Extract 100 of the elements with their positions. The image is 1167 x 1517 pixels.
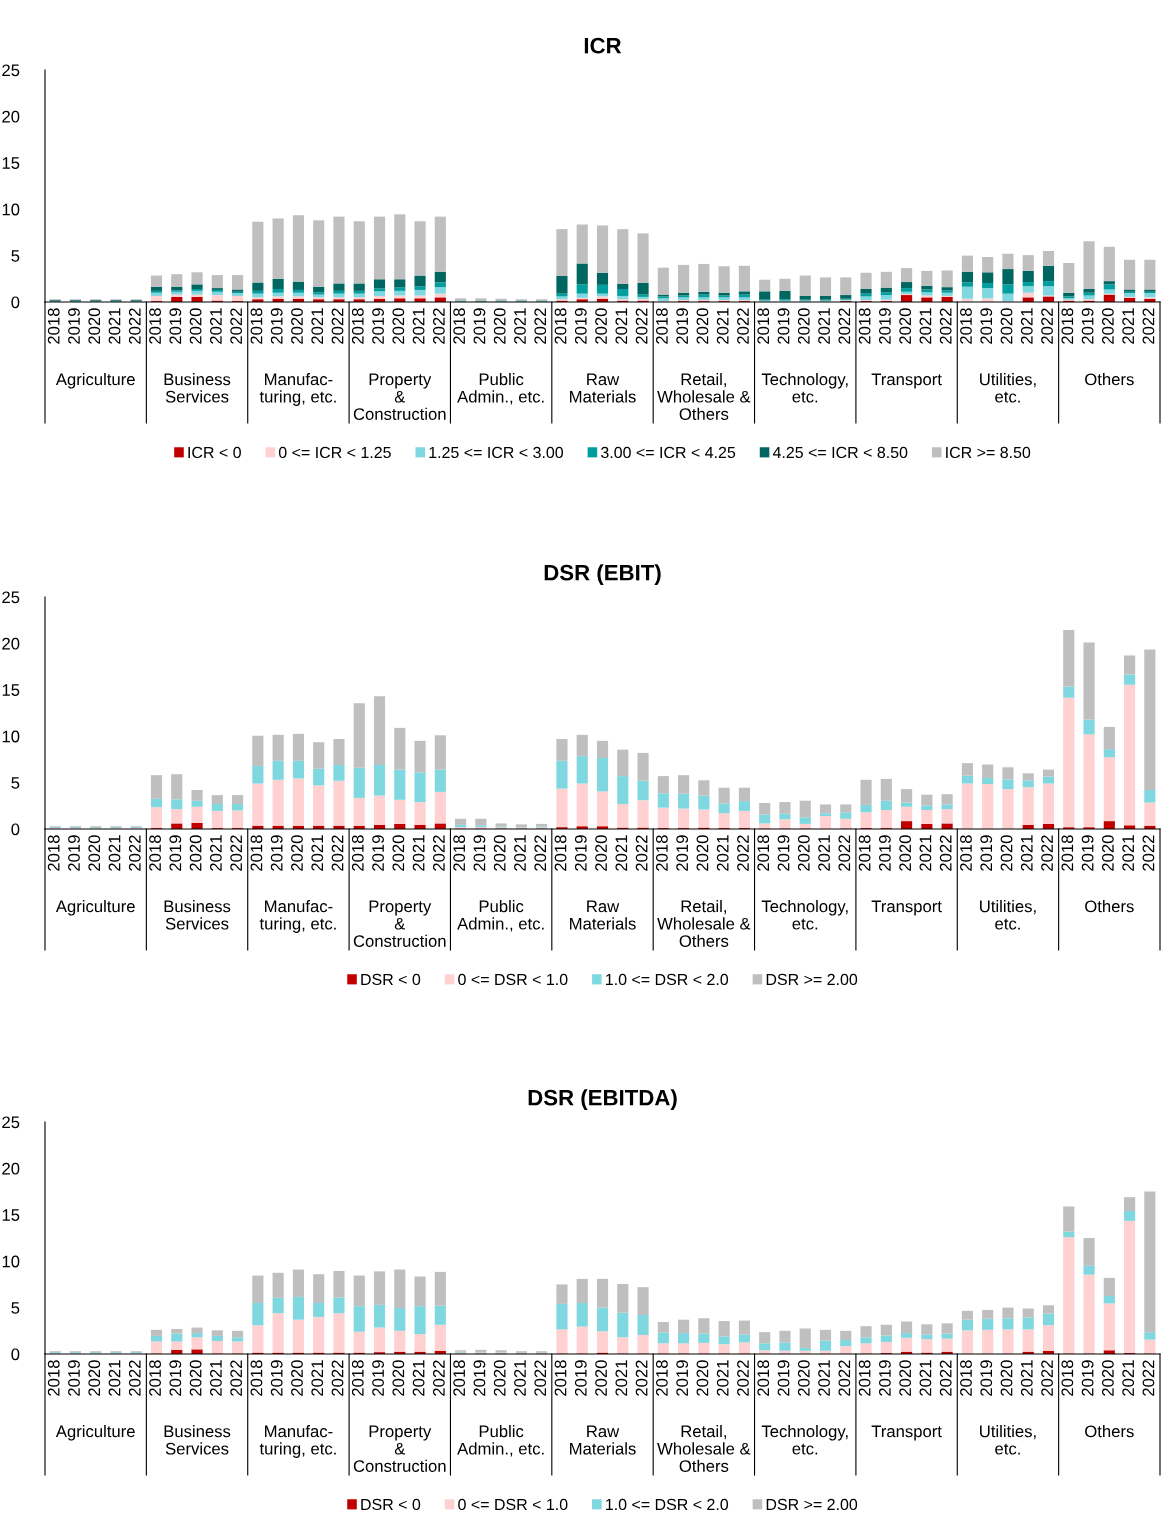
x-tick-label: 2022 [838,1360,851,1396]
x-tick-label: 2018 [858,835,871,871]
chart-title: ICR [584,37,622,54]
x-tick-label: 2019 [68,308,80,344]
x-tick-label: 2020 [291,308,303,344]
x-tick-label: 2019 [169,308,182,344]
x-tick-label: 2018 [149,308,161,344]
y-tick-label: 20 [2,1162,20,1175]
x-tick-label: 2018 [960,308,972,344]
text: Technology, etc. [761,373,848,403]
x-tick-label: 2021 [615,1360,628,1396]
x-tick-label: 2021 [412,835,425,871]
text: Agriculture [55,373,135,389]
text: Technology, etc. [761,1425,848,1455]
text: Raw Materials [570,1425,636,1455]
x-tick-label: 2021 [1020,1360,1033,1396]
x-tick-label: 2019 [676,835,689,871]
x-tick-label: 2019 [372,1360,384,1396]
text: Public Admin., etc. [457,900,544,932]
legend-label: DSR < 0 [361,1498,421,1511]
x-tick-label: 2018 [149,1360,161,1396]
x-tick-label: 2021 [209,835,222,871]
text: Retail, Wholesale & Others [657,1425,751,1472]
x-tick-label: 2021 [1020,308,1033,344]
text: Property & Construction [353,373,446,420]
y-tick-label: 15 [2,157,20,169]
y-tick-label: 0 [11,1348,20,1361]
text: Agriculture [55,900,135,916]
x-tick-label: 2020 [595,835,607,871]
x-tick-label: 2019 [574,835,587,871]
x-tick-label: 2019 [68,1360,80,1396]
chart-title: DSR (EBITDA) [528,1089,677,1110]
x-tick-label: 2019 [574,308,587,344]
x-tick-label: 2022 [1142,1360,1155,1396]
x-tick-label: 2018 [757,835,770,871]
x-tick-label: 2021 [1122,835,1135,871]
y-tick-label: 20 [2,637,20,650]
legend-label: 0 <= DSR < 1.0 [458,1498,568,1511]
x-tick-label: 2021 [108,1360,121,1396]
x-tick-label: 2018 [351,308,364,344]
text: Property & Construction [353,900,446,947]
x-tick-label: 2021 [311,1360,324,1396]
x-tick-label: 2021 [514,1360,526,1396]
x-tick-label: 2018 [655,308,668,344]
x-tick-label: 2019 [169,1360,182,1396]
x-tick-label: 2018 [757,1360,770,1396]
x-tick-label: 2020 [291,1360,303,1396]
y-tick-label: 15 [2,1209,20,1221]
x-tick-label: 2022 [939,835,952,871]
x-tick-label: 2021 [919,308,932,344]
x-tick-label: 2020 [797,835,810,871]
text: Others [1085,900,1134,913]
text: Utilities, etc. [980,373,1036,403]
x-tick-label: 2020 [1101,835,1114,871]
x-tick-label: 2020 [899,1360,912,1396]
x-tick-label: 2018 [960,1360,972,1396]
x-tick-label: 2019 [1081,308,1094,344]
x-tick-label: 2021 [716,835,729,871]
x-tick-label: 2020 [696,308,709,344]
x-tick-label: 2021 [919,1360,932,1396]
y-tick-label: 10 [2,203,20,216]
x-tick-label: 2020 [189,1360,202,1396]
x-tick-label: 2020 [189,308,202,344]
y-tick-label: 5 [11,777,20,789]
x-tick-label: 2019 [574,1360,587,1396]
x-tick-label: 2019 [878,1360,891,1396]
x-tick-label: 2021 [615,835,628,871]
x-tick-label: 2022 [432,835,445,871]
text: Business Services [164,373,231,403]
x-tick-label: 2021 [615,308,628,344]
y-tick-label: 15 [2,684,20,696]
x-tick-label: 2022 [838,308,851,344]
y-tick-label: 10 [2,730,20,743]
x-tick-label: 2022 [432,1360,445,1396]
x-tick-label: 2018 [655,835,668,871]
x-tick-label: 2020 [797,1360,810,1396]
x-tick-label: 2020 [493,1360,506,1396]
x-tick-label: 2019 [878,308,891,344]
x-tick-label: 2019 [1081,1360,1094,1396]
x-tick-label: 2022 [838,835,851,871]
x-tick-label: 2022 [635,308,648,344]
x-tick-label: 2021 [311,835,324,871]
legend-label: ICR >= 8.50 [946,446,1031,459]
text: Others [1085,1425,1134,1438]
x-tick-label: 2019 [980,308,993,344]
x-tick-label: 2018 [554,835,567,871]
text: Public Admin., etc. [457,373,544,405]
x-tick-label: 2022 [1041,308,1053,344]
x-tick-label: 2020 [88,308,101,344]
x-tick-label: 2019 [372,308,384,344]
legend-label: ICR < 0 [188,446,241,459]
x-tick-label: 2022 [737,1360,749,1396]
x-tick-label: 2021 [209,308,222,344]
x-tick-label: 2022 [432,308,445,344]
y-tick-label: 25 [2,1116,20,1129]
x-tick-label: 2020 [696,1360,709,1396]
text: Manufac- turing, etc. [259,900,336,933]
x-tick-label: 2018 [858,308,871,344]
x-tick-label: 2022 [939,1360,952,1396]
x-tick-label: 2020 [1101,308,1114,344]
